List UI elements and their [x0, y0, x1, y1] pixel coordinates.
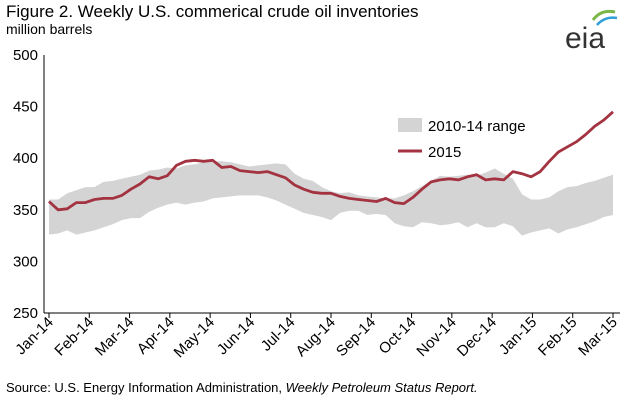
x-tick-label: Sep-14 [333, 314, 379, 360]
axes [43, 55, 620, 314]
legend-swatch-range [398, 118, 422, 132]
legend-label-2015: 2015 [428, 144, 461, 161]
x-tick-label: Mar-15 [575, 314, 621, 360]
logo-green-arc [591, 9, 616, 21]
source-italic: Weekly Petroleum Status Report. [285, 380, 478, 395]
line-2015-layer [48, 110, 614, 212]
x-tick-label: Nov-14 [413, 314, 459, 360]
logo-blue-arc [596, 16, 618, 26]
x-tick-label: Dec-14 [454, 314, 500, 360]
x-tick-label: Feb-15 [535, 314, 581, 360]
y-tick-label: 350 [13, 202, 38, 219]
x-tick-label: Oct-14 [376, 314, 420, 358]
x-tick-label: Jan-15 [496, 314, 540, 358]
y-tick-label: 450 [13, 99, 38, 116]
y-tick-label: 250 [13, 305, 38, 322]
chart-units-label: million barrels [6, 21, 93, 37]
eia-logo: eia [565, 9, 618, 52]
y-tick-label: 400 [13, 150, 38, 167]
y-tick-label: 500 [13, 47, 38, 64]
range-band-layer [49, 161, 613, 236]
x-tick-label: Mar-14 [92, 314, 138, 360]
source-note: Source: U.S. Energy Information Administ… [6, 380, 478, 395]
y-tick-label: 300 [13, 253, 38, 270]
y-axis-ticks: 250 300 350 400 450 500 [13, 47, 38, 322]
series-2015-line [48, 110, 614, 212]
x-tick-label: Jun-14 [214, 314, 258, 358]
source-prefix: Source: U.S. Energy Information Administ… [6, 380, 286, 395]
x-tick-label: May-14 [171, 314, 218, 361]
legend-label-range: 2010-14 range [428, 118, 526, 135]
logo-text: eia [565, 22, 605, 52]
x-tick-label: Feb-14 [51, 314, 97, 360]
range-band [49, 161, 613, 236]
chart-title: Figure 2. Weekly U.S. commerical crude o… [6, 2, 419, 21]
x-tick-label: Aug-14 [293, 314, 339, 360]
legend: 2010-14 range 2015 [398, 118, 526, 161]
